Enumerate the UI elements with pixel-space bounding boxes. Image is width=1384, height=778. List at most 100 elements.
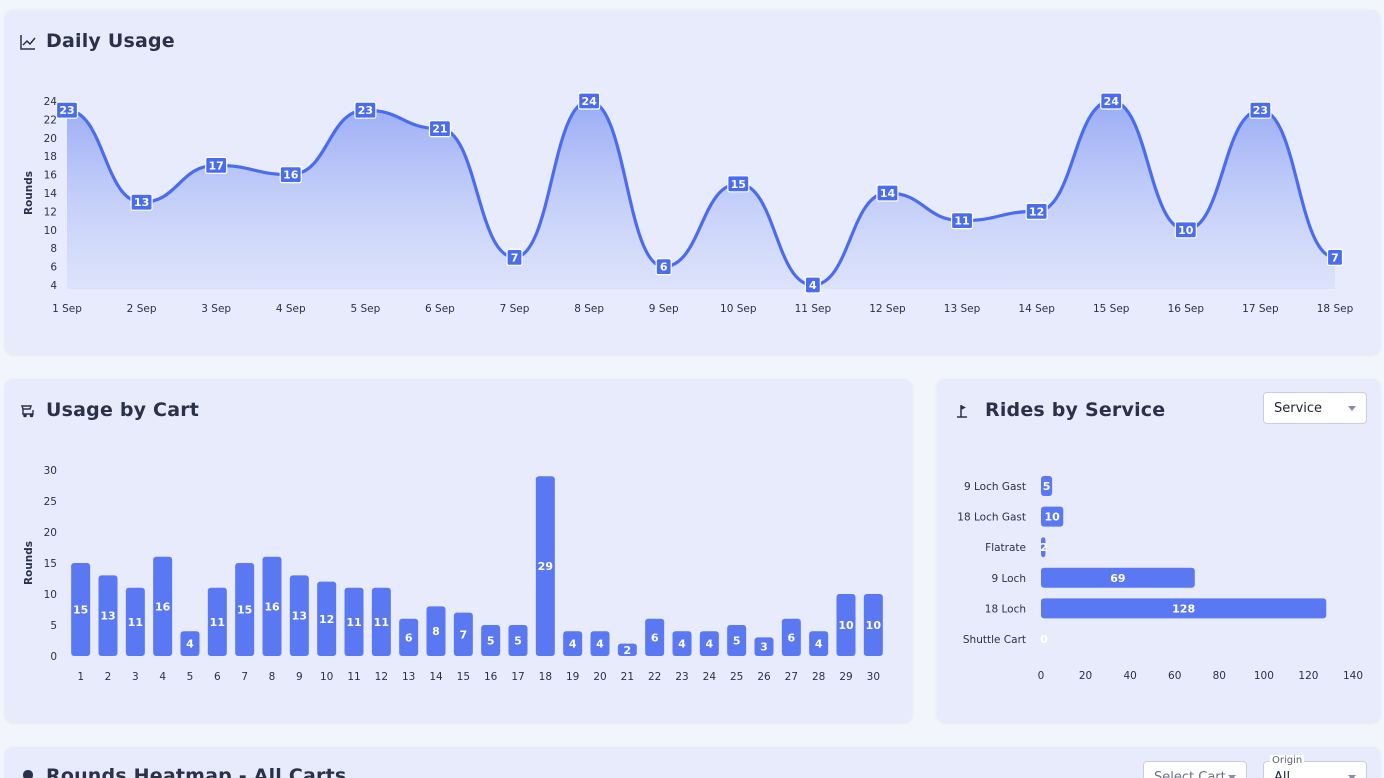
y-tick-label: 9 Loch Gast xyxy=(964,481,1026,493)
bar xyxy=(71,563,91,656)
x-tick-label: 10 xyxy=(320,671,333,683)
y-tick-label: 22 xyxy=(44,114,57,126)
data-label-box xyxy=(506,248,523,266)
bar xyxy=(453,612,473,656)
x-tick-label: 22 xyxy=(648,671,661,683)
data-label-box xyxy=(950,212,974,230)
bar-value-label: 11 xyxy=(128,616,143,629)
data-label: 24 xyxy=(1104,95,1120,108)
bar-value-label: 6 xyxy=(651,631,659,644)
x-tick-label: 20 xyxy=(1079,670,1092,682)
bar xyxy=(262,556,282,656)
bar xyxy=(535,476,555,656)
data-label: 4 xyxy=(809,279,817,292)
data-label-box xyxy=(130,193,153,211)
data-label-box xyxy=(55,101,79,119)
x-tick-label: 21 xyxy=(621,671,634,683)
bar xyxy=(317,581,337,656)
bar-value-label: 13 xyxy=(292,610,307,623)
bar xyxy=(153,556,173,656)
bar xyxy=(289,575,309,656)
origin-select-label: Origin xyxy=(1270,755,1305,766)
x-tick-label: 15 Sep xyxy=(1093,303,1130,315)
x-tick-label: 7 xyxy=(241,671,248,683)
y-tick-label: 12 xyxy=(44,206,57,218)
x-tick-label: 17 Sep xyxy=(1242,303,1279,315)
x-tick-label: 25 xyxy=(730,671,743,683)
x-tick-label: 0 xyxy=(1038,670,1045,682)
x-tick-label: 12 Sep xyxy=(869,303,906,315)
daily-usage-title: Daily Usage xyxy=(20,30,175,52)
x-tick-label: 5 Sep xyxy=(350,303,380,315)
service-select[interactable]: Service xyxy=(1263,392,1367,424)
rides-by-service-title-text: Rides by Service xyxy=(985,399,1166,421)
x-tick-label: 29 xyxy=(839,671,852,683)
bar xyxy=(809,631,829,656)
x-tick-label: 24 xyxy=(703,671,717,683)
x-tick-label: 40 xyxy=(1123,670,1136,682)
x-tick-label: 2 Sep xyxy=(127,303,157,315)
bar-value-label: 4 xyxy=(706,638,714,651)
usage-by-cart-card: Usage by Cart 0 5 10 15 20 25 30 Rounds 15 1 13 2 11… xyxy=(5,379,912,722)
data-label: 24 xyxy=(581,95,597,108)
heatmap-title-text: Rounds Heatmap - All Carts xyxy=(46,765,347,778)
bar-value-label: 4 xyxy=(815,638,823,651)
y-tick-label: 10 xyxy=(44,225,57,237)
y-tick-label: 25 xyxy=(44,496,57,508)
y-tick-label: 10 xyxy=(44,589,57,601)
bar-value-label: 10 xyxy=(866,619,882,632)
bar-value-label: 69 xyxy=(1110,572,1125,585)
x-tick-label: 19 xyxy=(566,671,579,683)
bar-value-label: 8 xyxy=(432,625,440,638)
x-tick-label: 26 xyxy=(757,671,771,683)
bar-value-label: 4 xyxy=(186,638,194,651)
y-tick-label: 30 xyxy=(44,465,57,477)
bar-value-label: 16 xyxy=(155,600,171,613)
rides-by-service-title: Rides by Service xyxy=(955,399,1165,421)
x-tick-label: 3 Sep xyxy=(201,303,231,315)
location-pin-icon xyxy=(20,768,36,778)
usage-by-cart-title: Usage by Cart xyxy=(20,399,199,421)
chevron-down-icon xyxy=(1348,405,1356,411)
bar xyxy=(727,625,747,656)
x-tick-label: 15 xyxy=(457,671,470,683)
bar-value-label: 16 xyxy=(264,600,280,613)
x-tick-label: 9 Sep xyxy=(649,303,679,315)
y-tick-label: 6 xyxy=(50,262,57,274)
data-label-box xyxy=(804,276,821,294)
bar xyxy=(563,631,583,656)
x-tick-label: 13 Sep xyxy=(944,303,981,315)
bar-value-label: 11 xyxy=(210,616,225,629)
data-label-box xyxy=(655,258,672,276)
origin-select-value: All xyxy=(1274,769,1291,778)
bar xyxy=(481,625,501,656)
bar xyxy=(836,594,856,656)
x-tick-label: 80 xyxy=(1213,670,1226,682)
bar xyxy=(1041,537,1046,558)
x-tick-label: 28 xyxy=(812,671,825,683)
data-label: 12 xyxy=(1029,205,1044,218)
bar-value-label: 29 xyxy=(538,560,553,573)
bar xyxy=(1041,506,1064,527)
bar xyxy=(617,643,637,656)
x-tick-label: 7 Sep xyxy=(500,303,530,315)
cart-select[interactable]: Select Cart xyxy=(1143,761,1247,778)
data-label-box xyxy=(876,184,899,202)
x-tick-label: 13 xyxy=(402,671,415,683)
golf-flag-icon xyxy=(955,402,971,418)
data-label: 6 xyxy=(660,261,668,274)
data-label: 23 xyxy=(59,104,74,117)
bar xyxy=(207,587,227,656)
x-tick-label: 5 xyxy=(187,671,194,683)
daily-usage-chart: 4 6 8 10 12 14 16 18 20 22 24 Rounds 1 Sep 2 Sep 3 Sep… xyxy=(23,92,1354,315)
cart-select-placeholder: Select Cart xyxy=(1154,769,1226,778)
usage-by-cart-title-text: Usage by Cart xyxy=(46,399,200,421)
bar xyxy=(645,618,665,656)
data-label: 10 xyxy=(1178,224,1194,237)
y-tick-label: 15 xyxy=(44,558,57,570)
x-tick-label: 6 Sep xyxy=(425,303,455,315)
x-tick-label: 18 xyxy=(539,671,552,683)
chevron-down-icon xyxy=(1228,774,1236,778)
bar-value-label: 5 xyxy=(514,635,522,648)
data-label-box xyxy=(1249,101,1272,119)
